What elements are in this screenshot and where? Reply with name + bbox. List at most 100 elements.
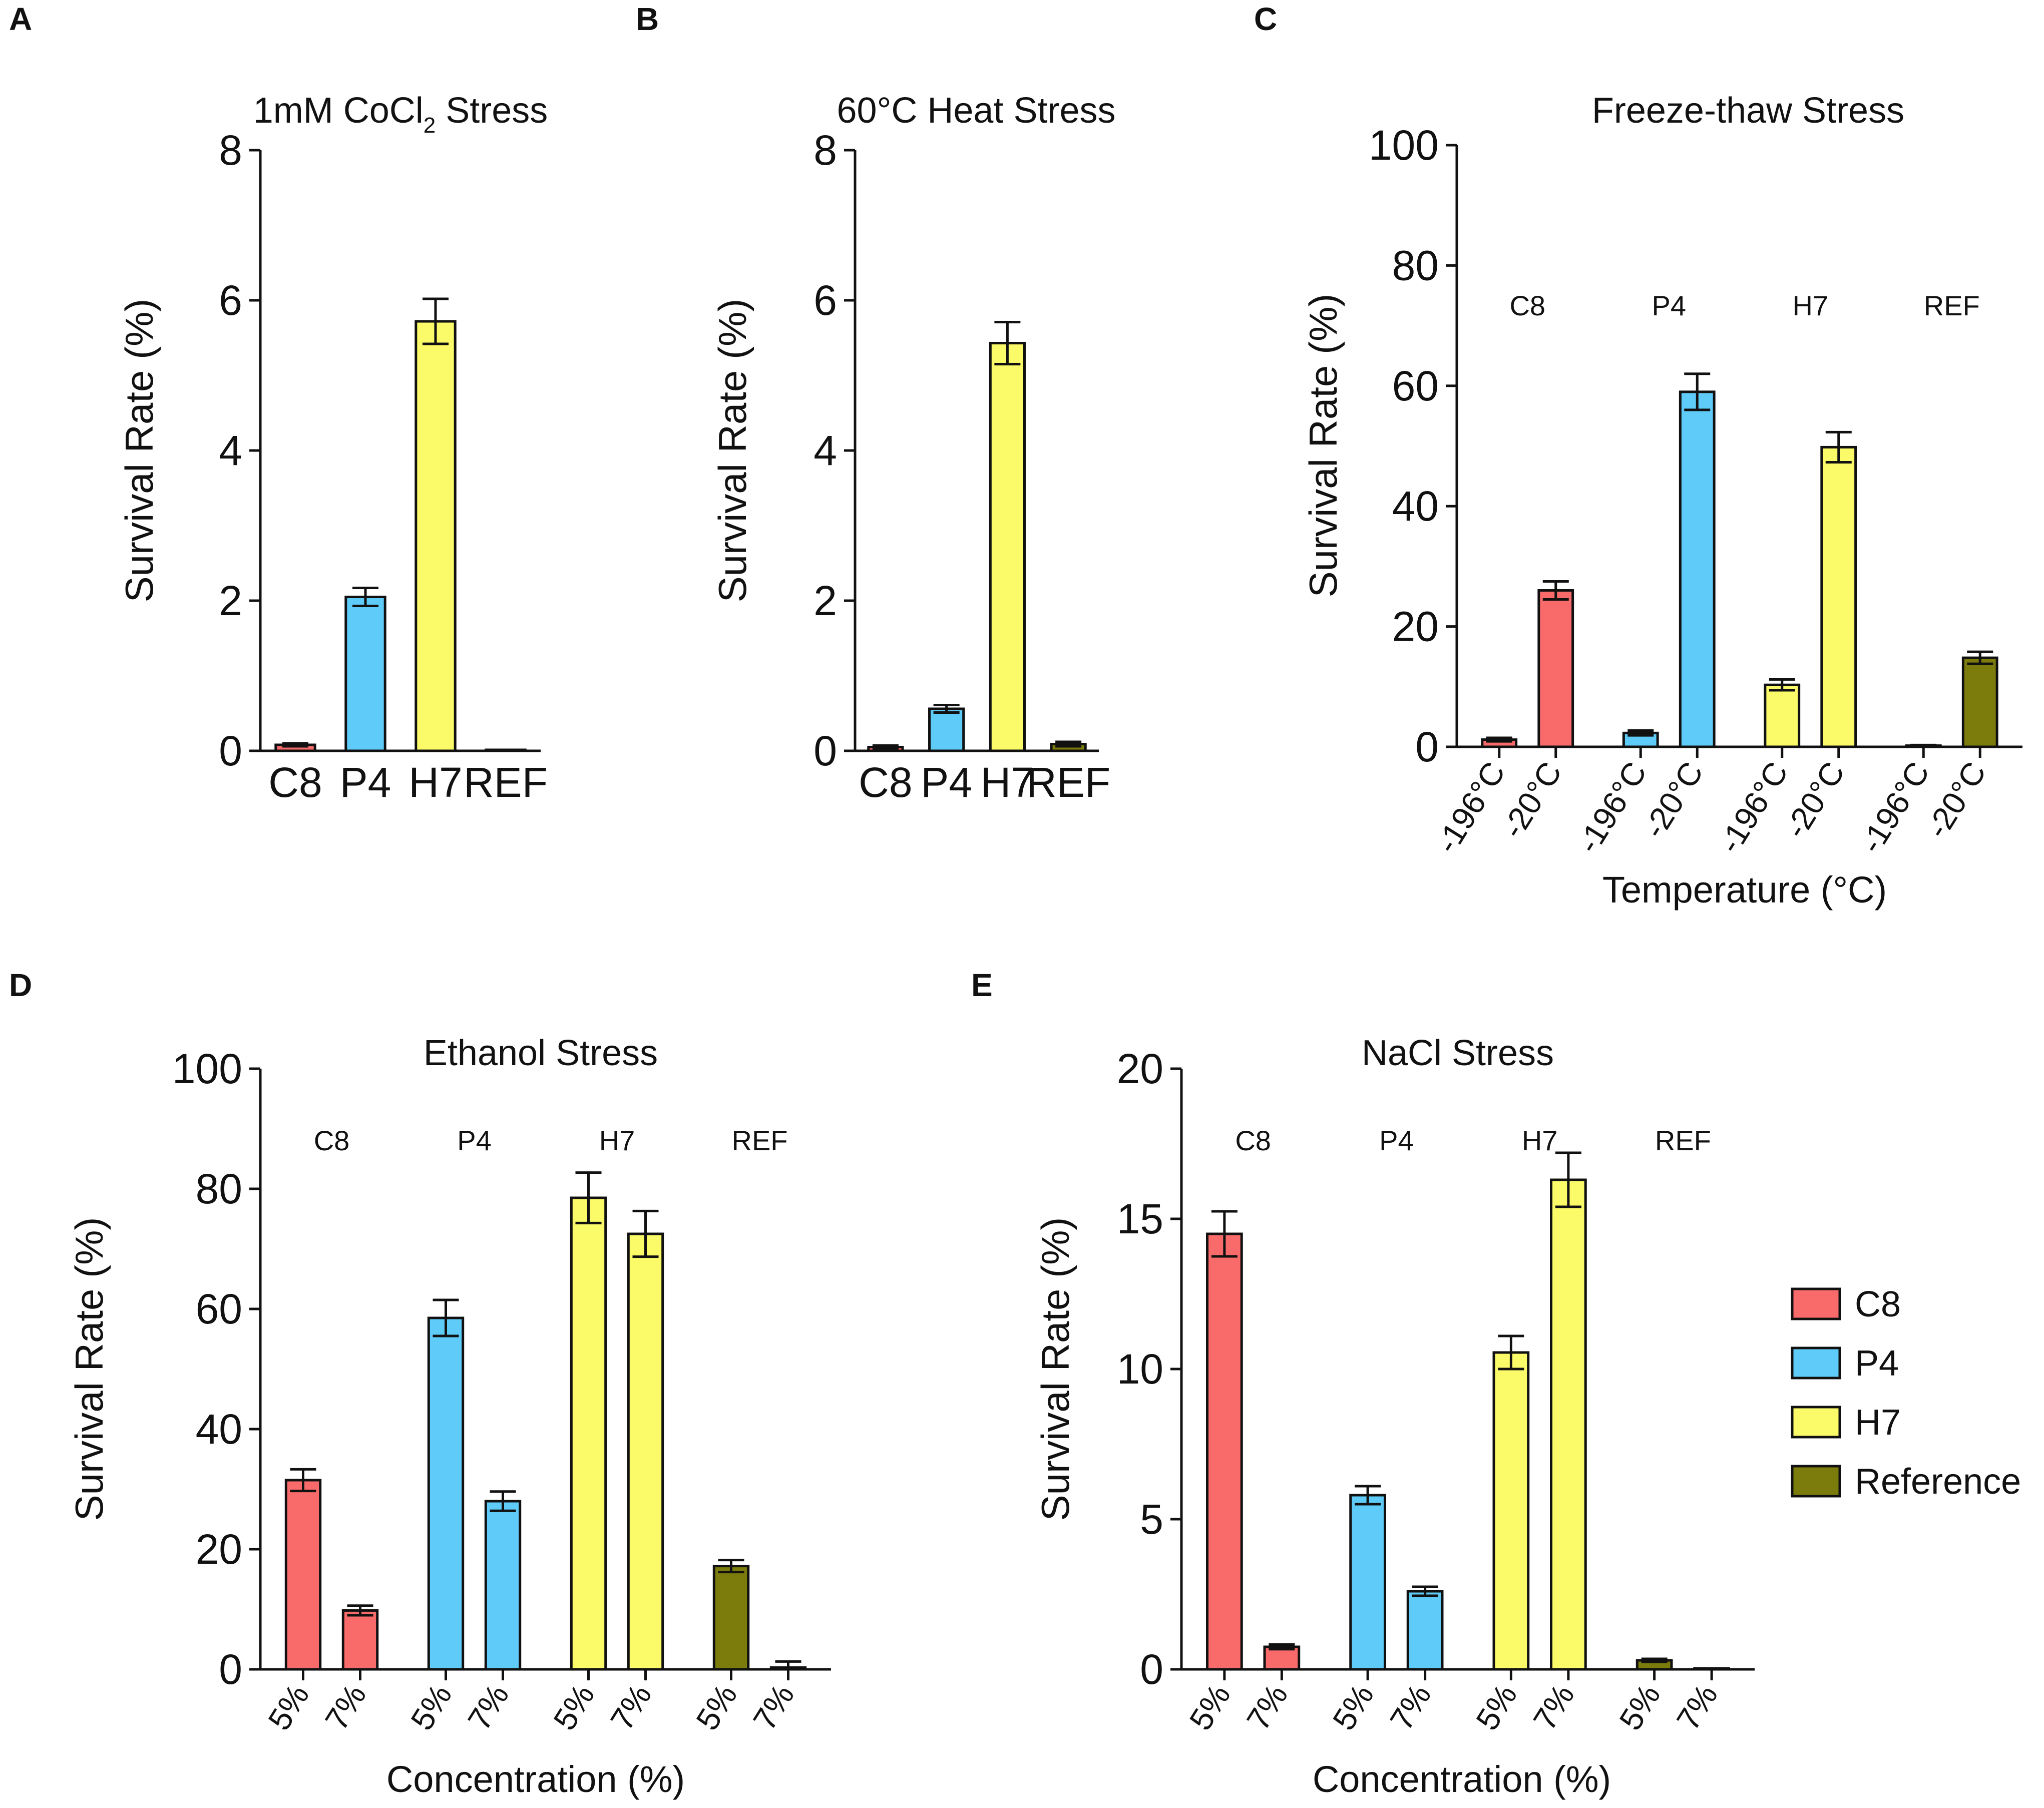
- y-axis-title: Survival Rate (%): [1301, 294, 1345, 598]
- bar: [415, 320, 457, 752]
- bar: [1492, 1351, 1530, 1671]
- x-tick-label: 5%: [1182, 1678, 1238, 1736]
- panel-letter: A: [9, 1, 32, 37]
- y-tick-label: 20: [1392, 603, 1439, 650]
- x-tick-label: P4: [921, 759, 972, 806]
- group-label: H7: [1792, 290, 1828, 321]
- y-tick-label: 0: [1140, 1646, 1163, 1693]
- x-tick-label: 7%: [1383, 1678, 1438, 1736]
- y-tick-label: 6: [219, 277, 242, 324]
- y-tick-label: 0: [219, 727, 242, 774]
- y-tick-label: 20: [196, 1526, 242, 1573]
- y-tick-label: 5: [1140, 1496, 1163, 1543]
- panel-b: 0 2 4 6 8 Survival Rate (%) B 60°C Heat Stress C…: [636, 1, 1116, 806]
- legend-swatch: [1791, 1346, 1841, 1380]
- x-tick-label: 7%: [603, 1678, 658, 1736]
- panel-letter: E: [971, 967, 993, 1003]
- y-tick-label: 80: [1392, 242, 1439, 289]
- chart-title: Ethanol Stress: [424, 1033, 658, 1073]
- y-tick-label: 100: [172, 1045, 242, 1092]
- group-label: REF: [732, 1125, 788, 1156]
- chart-title-text: 1mM CoCl: [253, 91, 424, 131]
- bar: [1961, 656, 1998, 748]
- y-tick-label: 2: [219, 577, 242, 624]
- y-tick-label: 100: [1369, 122, 1439, 169]
- legend-swatch: [1791, 1406, 1841, 1439]
- bar: [484, 1500, 522, 1671]
- y-tick-label: 40: [1392, 483, 1439, 530]
- y-tick-label: 60: [1392, 362, 1439, 409]
- legend-swatch: [1791, 1287, 1841, 1320]
- x-tick-label: 7%: [746, 1678, 801, 1736]
- x-tick-label: -20°C: [1919, 755, 1993, 844]
- x-tick-label: -20°C: [1777, 755, 1851, 844]
- y-tick-label: 4: [813, 427, 837, 474]
- legend-label: P4: [1855, 1343, 1899, 1384]
- x-axis-title: Concentration (%): [386, 1758, 685, 1800]
- x-tick-label: C8: [268, 759, 322, 806]
- group-label: H7: [1522, 1125, 1558, 1156]
- bar: [1764, 683, 1801, 748]
- chart-title-suffix: Stress: [436, 91, 548, 131]
- x-tick-label: -20°C: [1636, 755, 1710, 844]
- bar: [344, 596, 386, 752]
- x-tick-label: 5%: [261, 1678, 316, 1736]
- legend: C8 P4 H7 Reference: [1791, 1284, 2021, 1502]
- group-label: H7: [599, 1125, 635, 1156]
- x-tick-label: REF: [464, 759, 548, 806]
- x-tick-label: 5%: [403, 1678, 459, 1736]
- chart-title: Freeze-thaw Stress: [1592, 91, 1904, 131]
- x-tick-label: C8: [859, 759, 912, 806]
- bar: [1820, 445, 1857, 748]
- panel-letter: C: [1254, 1, 1277, 37]
- y-tick-label: 15: [1117, 1195, 1163, 1242]
- y-axis-title: Survival Rate (%): [117, 299, 161, 603]
- chart-title: 1mM CoCl2 Stress: [253, 91, 548, 138]
- y-tick-label: 0: [219, 1646, 242, 1693]
- legend-label: Reference: [1855, 1462, 2021, 1502]
- legend-label: C8: [1855, 1284, 1901, 1324]
- y-tick-label: 10: [1117, 1345, 1163, 1393]
- x-tick-label: -20°C: [1494, 755, 1568, 844]
- y-tick-label: 4: [219, 427, 242, 474]
- panel-c: 0 20 40 60 80 100 Survival Rate (%) Temperature…: [1254, 1, 2022, 911]
- x-tick-label: 7%: [1240, 1678, 1295, 1736]
- panel-letter: D: [9, 967, 32, 1003]
- x-tick-label: P4: [340, 759, 391, 806]
- chart-title-text: 60°C Heat Stress: [837, 91, 1115, 131]
- panel-letter: B: [636, 1, 659, 37]
- x-tick-label: 7%: [318, 1678, 373, 1736]
- x-axis-title: Concentration (%): [1313, 1758, 1611, 1800]
- group-label: P4: [1379, 1125, 1414, 1156]
- x-tick-label: H7: [981, 759, 1034, 806]
- y-tick-label: 40: [196, 1406, 242, 1453]
- x-tick-label: 5%: [1326, 1678, 1381, 1736]
- x-tick-label: -196°C: [1429, 755, 1512, 859]
- group-label: P4: [457, 1125, 492, 1156]
- bar: [1537, 589, 1574, 748]
- bar: [485, 748, 527, 752]
- x-tick-label: 7%: [1526, 1678, 1581, 1736]
- y-axis-title: Survival Rate (%): [67, 1217, 111, 1521]
- y-tick-label: 0: [1415, 723, 1439, 770]
- bar: [989, 342, 1026, 752]
- x-tick-label: 5%: [546, 1678, 601, 1736]
- x-tick-label: 5%: [689, 1678, 744, 1736]
- group-label: REF: [1924, 290, 1980, 321]
- chart-title: NaCl Stress: [1362, 1033, 1554, 1073]
- y-tick-label: 6: [813, 277, 837, 324]
- bar: [1206, 1232, 1243, 1671]
- group-label: C8: [1235, 1125, 1271, 1156]
- bar: [1406, 1590, 1444, 1671]
- x-tick-label: REF: [1026, 759, 1110, 806]
- group-label: P4: [1652, 290, 1687, 321]
- y-tick-label: 60: [196, 1285, 242, 1332]
- bar: [712, 1565, 750, 1671]
- legend-swatch: [1791, 1465, 1841, 1498]
- chart-title-subscript: 2: [424, 113, 436, 138]
- chart-title: 60°C Heat Stress: [837, 91, 1115, 131]
- x-tick-label: 5%: [1612, 1678, 1667, 1736]
- x-tick-label: 7%: [461, 1678, 516, 1736]
